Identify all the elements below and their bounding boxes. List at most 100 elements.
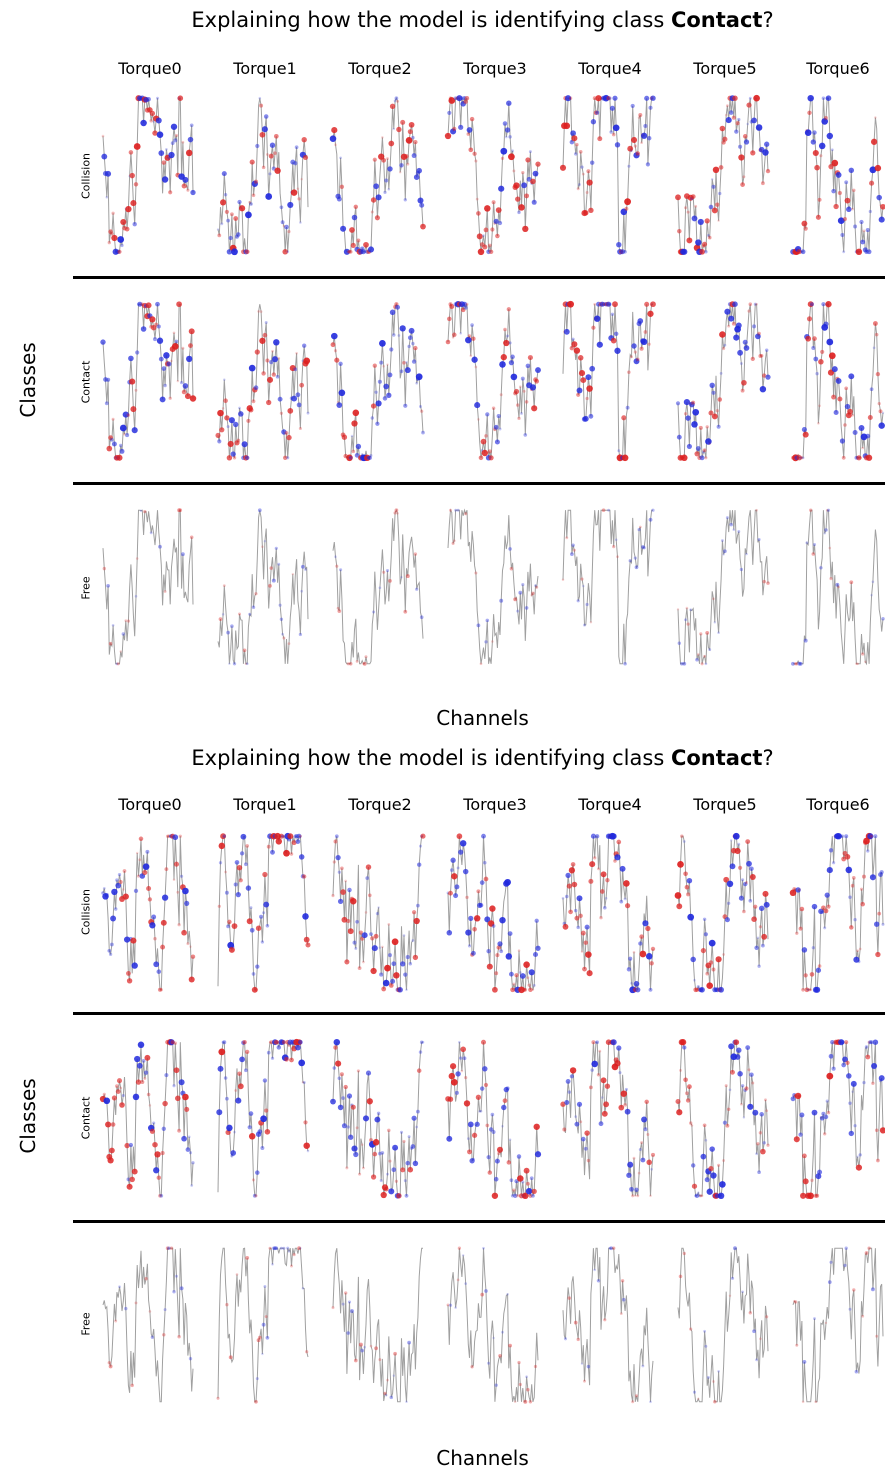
attribution-point [696,653,700,656]
attribution-point [614,142,621,148]
attribution-point [365,1070,372,1076]
attribution-point [765,374,771,380]
attribution-point [621,454,629,462]
attribution-point [751,117,757,124]
attribution-point [641,1364,645,1368]
attribution-point [505,953,513,960]
attribution-point [640,338,648,346]
attribution-point [124,619,128,622]
attribution-point [853,918,857,922]
attribution-point [614,1060,621,1067]
attribution-point [363,1345,366,1349]
attribution-point [117,249,122,254]
attribution-point [419,202,425,208]
attribution-point [261,545,264,549]
attribution-point [222,834,227,838]
attribution-point [126,413,131,417]
attribution-point [262,871,268,878]
attribution-point [346,1331,351,1335]
attribution-point [399,325,406,332]
attribution-point [679,1068,682,1072]
attribution-point [362,1166,365,1170]
attribution-point [186,188,190,192]
attribution-point [578,913,583,918]
attribution-point [686,622,690,626]
attribution-point [296,833,302,839]
attribution-point [393,99,397,103]
attribution-point [482,244,488,250]
attribution-point [856,455,862,461]
attribution-point [334,143,337,146]
attribution-point [699,248,705,255]
attribution-point [248,200,252,204]
attribution-point [471,336,476,341]
attribution-point [561,578,565,582]
attribution-point [477,418,480,421]
attribution-point [279,411,283,415]
attribution-point [140,1079,145,1085]
attribution-point [474,365,478,369]
attribution-point [586,385,593,392]
attribution-point [379,1179,383,1183]
attribution-point [689,1121,693,1125]
attribution-point [799,456,803,460]
attribution-point [140,119,147,127]
attribution-point [729,863,736,870]
attribution-point [730,1276,735,1280]
attribution-point [757,331,761,336]
attribution-point [140,326,147,332]
attribution-point [699,987,705,993]
panel-1-channel-label-0: Torque0 [118,59,182,78]
attribution-point [179,380,184,385]
attribution-point [373,933,379,939]
attribution-point [701,450,705,454]
attribution-point [176,379,180,383]
attribution-point [295,1044,301,1051]
attribution-point [637,116,641,119]
attribution-point [764,141,770,147]
attribution-point [158,356,164,362]
attribution-point [225,1096,229,1101]
attribution-point [881,411,885,415]
attribution-point [346,250,350,254]
attribution-point [297,197,301,201]
attribution-point [273,133,279,139]
attribution-point [221,407,225,410]
attribution-point [444,132,452,140]
attribution-point [580,930,586,936]
attribution-point [218,1048,226,1056]
attribution-point [530,593,533,597]
attribution-point [576,895,583,902]
attribution-point [415,381,419,385]
attribution-point [735,121,740,126]
attribution-point [154,322,159,327]
attribution-point [640,1157,646,1163]
attribution-point [593,856,597,860]
attribution-point [248,364,256,372]
attribution-point [266,1050,271,1055]
attribution-point [456,508,460,512]
attribution-point [873,321,878,326]
attribution-point [124,1142,130,1149]
attribution-point [698,1194,701,1198]
attribution-point [114,1319,118,1323]
attribution-point [160,919,167,926]
attribution-point [749,866,754,871]
attribution-point [184,393,191,400]
attribution-point [579,1120,583,1124]
attribution-point [295,392,301,398]
attribution-point [621,415,627,421]
attribution-point [821,1111,826,1116]
attribution-point [144,1277,148,1281]
attribution-point [499,598,504,603]
series-line [447,1248,539,1403]
attribution-point [618,1071,622,1075]
attribution-point [346,918,351,924]
attribution-point [298,834,302,838]
attribution-point [105,377,111,382]
attribution-point [268,584,272,588]
attribution-point [711,413,718,420]
attribution-point [636,1194,640,1198]
attribution-point [259,131,266,138]
attribution-point [811,903,818,910]
